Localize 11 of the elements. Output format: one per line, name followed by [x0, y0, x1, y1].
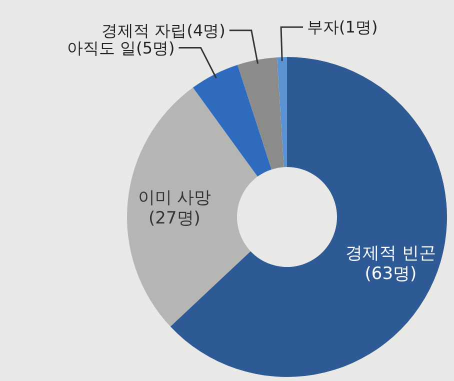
- donut-slice: [192, 64, 272, 177]
- slice-label: 경제적 빈곤: [346, 243, 436, 264]
- slice-label: 부자(1명): [307, 18, 378, 37]
- slice-label: 경제적 자립(4명): [102, 20, 226, 40]
- slice-label: 이미 사망: [138, 188, 212, 208]
- donut-slice: [276, 57, 287, 168]
- donut-slice: [127, 88, 258, 327]
- donut-slice: [238, 57, 284, 170]
- data-label: (27명): [148, 208, 200, 228]
- slice-label: 아직도 일(5명): [66, 38, 175, 58]
- data-label: (63명): [364, 264, 417, 284]
